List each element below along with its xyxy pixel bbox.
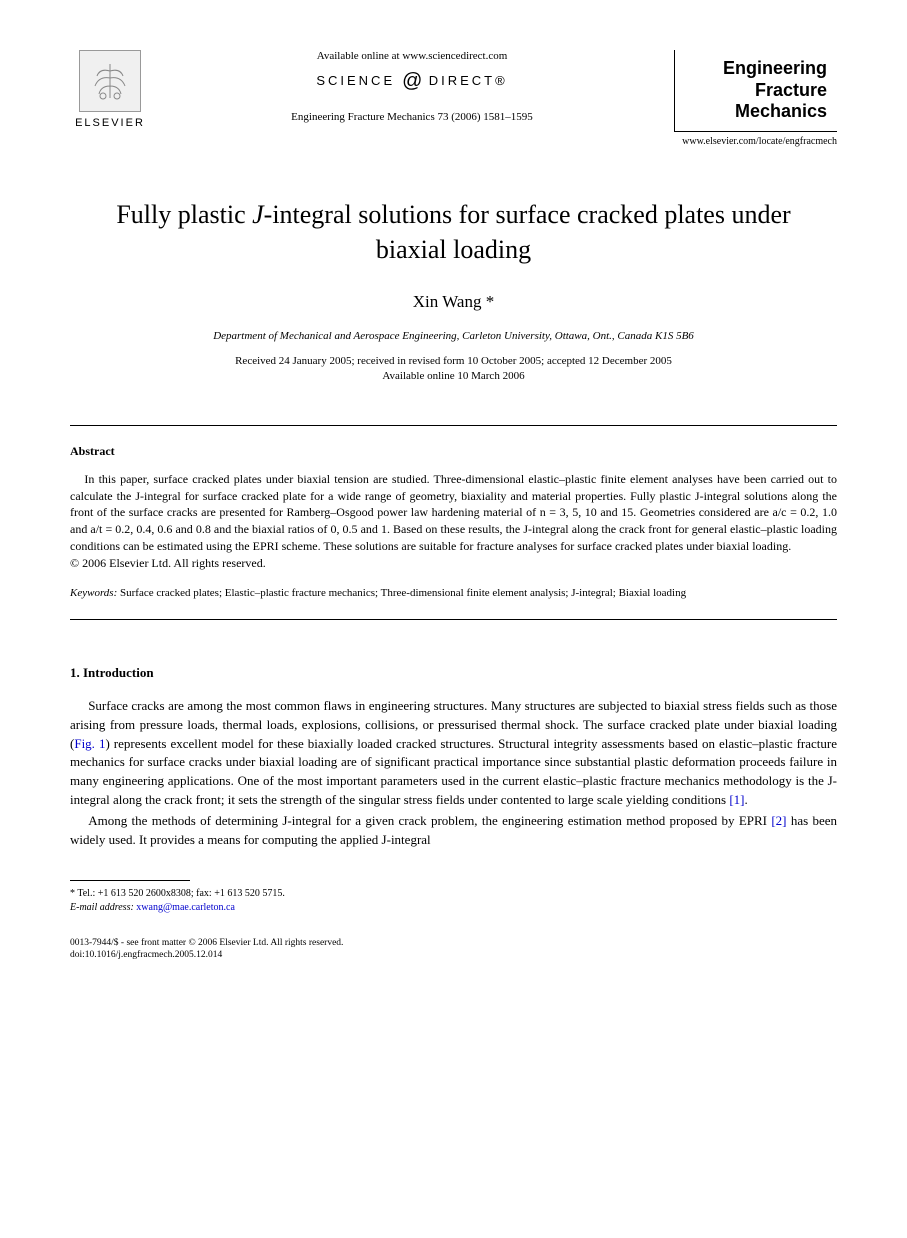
abstract-body: In this paper, surface cracked plates un… bbox=[70, 471, 837, 572]
p1-text-b: ) represents excellent model for these b… bbox=[70, 736, 837, 808]
footer-line2: doi:10.1016/j.engfracmech.2005.12.014 bbox=[70, 949, 837, 961]
p2-text-a: Among the methods of determining J-integ… bbox=[88, 813, 771, 828]
journal-name-line1: Engineering bbox=[687, 58, 827, 80]
title-part2: -integral solutions for surface cracked … bbox=[264, 200, 791, 264]
figure-1-link[interactable]: Fig. 1 bbox=[74, 736, 105, 751]
sd-text-1: SCIENCE bbox=[316, 73, 395, 88]
header-row: ELSEVIER Available online at www.science… bbox=[70, 50, 837, 147]
keywords-text: Surface cracked plates; Elastic–plastic … bbox=[117, 587, 686, 599]
journal-name-line2: Fracture bbox=[687, 80, 827, 102]
footnote-rule bbox=[70, 880, 190, 881]
abstract-heading: Abstract bbox=[70, 444, 837, 459]
author-name: Xin Wang * bbox=[70, 292, 837, 312]
footnote-email-link[interactable]: xwang@mae.carleton.ca bbox=[136, 902, 235, 913]
available-online-text: Available online at www.sciencedirect.co… bbox=[170, 50, 654, 62]
footnote-block: * Tel.: +1 613 520 2600x8308; fax: +1 61… bbox=[70, 887, 837, 915]
dates-received: Received 24 January 2005; received in re… bbox=[70, 354, 837, 369]
divider-top bbox=[70, 425, 837, 426]
sd-text-2: DIRECT® bbox=[429, 73, 508, 88]
footer-line1: 0013-7944/$ - see front matter © 2006 El… bbox=[70, 937, 837, 949]
journal-url: www.elsevier.com/locate/engfracmech bbox=[674, 136, 837, 147]
title-italic-J: J bbox=[252, 200, 264, 229]
article-dates: Received 24 January 2005; received in re… bbox=[70, 354, 837, 385]
ref-2-link[interactable]: [2] bbox=[771, 813, 786, 828]
abstract-text: In this paper, surface cracked plates un… bbox=[70, 471, 837, 555]
divider-bottom bbox=[70, 619, 837, 620]
intro-para-2: Among the methods of determining J-integ… bbox=[70, 812, 837, 850]
abstract-copyright: © 2006 Elsevier Ltd. All rights reserved… bbox=[70, 555, 837, 572]
article-title: Fully plastic J-integral solutions for s… bbox=[90, 197, 817, 267]
footnote-contact: * Tel.: +1 613 520 2600x8308; fax: +1 61… bbox=[70, 887, 837, 901]
at-icon: @ bbox=[402, 70, 422, 92]
journal-name-line3: Mechanics bbox=[687, 101, 827, 123]
title-part1: Fully plastic bbox=[116, 200, 252, 229]
center-header: Available online at www.sciencedirect.co… bbox=[150, 50, 674, 123]
science-direct-logo: SCIENCE @ DIRECT® bbox=[170, 70, 654, 93]
intro-para-1: Surface cracks are among the most common… bbox=[70, 697, 837, 810]
footnote-email-line: E-mail address: xwang@mae.carleton.ca bbox=[70, 901, 837, 915]
elsevier-tree-icon bbox=[79, 50, 141, 112]
footer-meta: 0013-7944/$ - see front matter © 2006 El… bbox=[70, 937, 837, 962]
ref-1-link[interactable]: [1] bbox=[729, 792, 744, 807]
dates-online: Available online 10 March 2006 bbox=[70, 369, 837, 384]
elsevier-label: ELSEVIER bbox=[70, 117, 150, 129]
journal-name-box: Engineering Fracture Mechanics bbox=[674, 50, 837, 132]
journal-brand-block: Engineering Fracture Mechanics www.elsev… bbox=[674, 50, 837, 147]
footnote-email-label: E-mail address: bbox=[70, 902, 134, 913]
p1-text-c: . bbox=[745, 792, 748, 807]
keywords-label: Keywords: bbox=[70, 587, 117, 599]
section-1-heading: 1. Introduction bbox=[70, 665, 837, 681]
section-1-body: Surface cracks are among the most common… bbox=[70, 697, 837, 850]
author-affiliation: Department of Mechanical and Aerospace E… bbox=[70, 330, 837, 342]
page-container: ELSEVIER Available online at www.science… bbox=[0, 0, 907, 1001]
publisher-logo: ELSEVIER bbox=[70, 50, 150, 129]
keywords-block: Keywords: Surface cracked plates; Elasti… bbox=[70, 586, 837, 601]
journal-reference: Engineering Fracture Mechanics 73 (2006)… bbox=[170, 111, 654, 123]
